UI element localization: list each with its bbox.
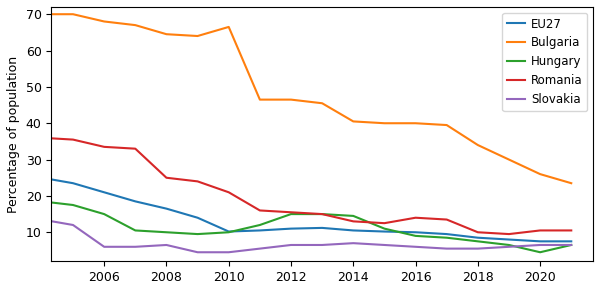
Bulgaria [505, 158, 512, 161]
Bulgaria [194, 34, 201, 38]
Bulgaria [350, 120, 357, 123]
Bulgaria [412, 121, 419, 125]
Romania [381, 221, 388, 225]
Line: EU27: EU27 [42, 178, 571, 241]
Romania [163, 176, 170, 180]
Line: Hungary: Hungary [42, 201, 571, 252]
Romania [70, 138, 77, 141]
EU27 [70, 182, 77, 185]
Slovakia [70, 223, 77, 227]
Hungary [70, 203, 77, 207]
Hungary [163, 230, 170, 234]
EU27 [536, 239, 544, 243]
Hungary [38, 200, 46, 203]
EU27 [412, 230, 419, 234]
EU27 [568, 239, 575, 243]
Slovakia [505, 245, 512, 249]
Bulgaria [70, 13, 77, 16]
Bulgaria [381, 121, 388, 125]
EU27 [443, 232, 450, 236]
Romania [194, 180, 201, 183]
Romania [536, 229, 544, 232]
Y-axis label: Percentage of population: Percentage of population [7, 56, 20, 213]
Slovakia [536, 243, 544, 247]
Slovakia [350, 242, 357, 245]
Slovakia [412, 245, 419, 249]
EU27 [381, 230, 388, 233]
Hungary [319, 212, 326, 216]
Bulgaria [474, 143, 481, 147]
Hungary [287, 212, 295, 216]
Romania [505, 232, 512, 236]
Bulgaria [319, 102, 326, 105]
Bulgaria [131, 23, 139, 27]
Slovakia [381, 243, 388, 247]
Hungary [412, 234, 419, 238]
Slovakia [474, 247, 481, 250]
EU27 [319, 226, 326, 230]
EU27 [38, 176, 46, 180]
Romania [443, 218, 450, 221]
Bulgaria [287, 98, 295, 101]
Romania [474, 230, 481, 234]
Bulgaria [38, 13, 46, 16]
EU27 [474, 236, 481, 239]
Hungary [256, 223, 263, 227]
Slovakia [163, 243, 170, 247]
Romania [101, 145, 108, 149]
EU27 [505, 238, 512, 241]
Slovakia [287, 243, 295, 247]
Romania [131, 147, 139, 150]
Hungary [443, 236, 450, 239]
Line: Slovakia: Slovakia [42, 219, 571, 252]
Bulgaria [443, 123, 450, 127]
Romania [38, 136, 46, 139]
Slovakia [568, 243, 575, 247]
Hungary [350, 214, 357, 218]
Slovakia [319, 243, 326, 247]
Hungary [131, 229, 139, 232]
Romania [412, 216, 419, 219]
Slovakia [131, 245, 139, 249]
Bulgaria [225, 25, 232, 29]
Romania [287, 210, 295, 214]
Romania [256, 209, 263, 212]
Slovakia [38, 218, 46, 221]
Hungary [505, 243, 512, 247]
EU27 [101, 191, 108, 194]
EU27 [194, 216, 201, 219]
Line: Romania: Romania [42, 138, 571, 234]
Bulgaria [256, 98, 263, 101]
Bulgaria [536, 172, 544, 176]
Romania [225, 191, 232, 194]
EU27 [350, 229, 357, 232]
EU27 [256, 229, 263, 232]
Hungary [474, 239, 481, 243]
Hungary [194, 232, 201, 236]
Romania [568, 229, 575, 232]
Bulgaria [101, 20, 108, 23]
Bulgaria [568, 182, 575, 185]
Hungary [225, 230, 232, 234]
Line: Bulgaria: Bulgaria [42, 14, 571, 183]
EU27 [131, 200, 139, 203]
Slovakia [101, 245, 108, 249]
Romania [319, 212, 326, 216]
Hungary [101, 212, 108, 216]
Slovakia [225, 251, 232, 254]
EU27 [225, 230, 232, 233]
Hungary [536, 251, 544, 254]
EU27 [163, 207, 170, 210]
Romania [350, 220, 357, 223]
Slovakia [256, 247, 263, 250]
Bulgaria [163, 33, 170, 36]
Slovakia [194, 251, 201, 254]
Slovakia [443, 247, 450, 250]
Hungary [568, 243, 575, 247]
EU27 [287, 227, 295, 230]
Legend: EU27, Bulgaria, Hungary, Romania, Slovakia: EU27, Bulgaria, Hungary, Romania, Slovak… [502, 13, 587, 111]
Hungary [381, 227, 388, 230]
